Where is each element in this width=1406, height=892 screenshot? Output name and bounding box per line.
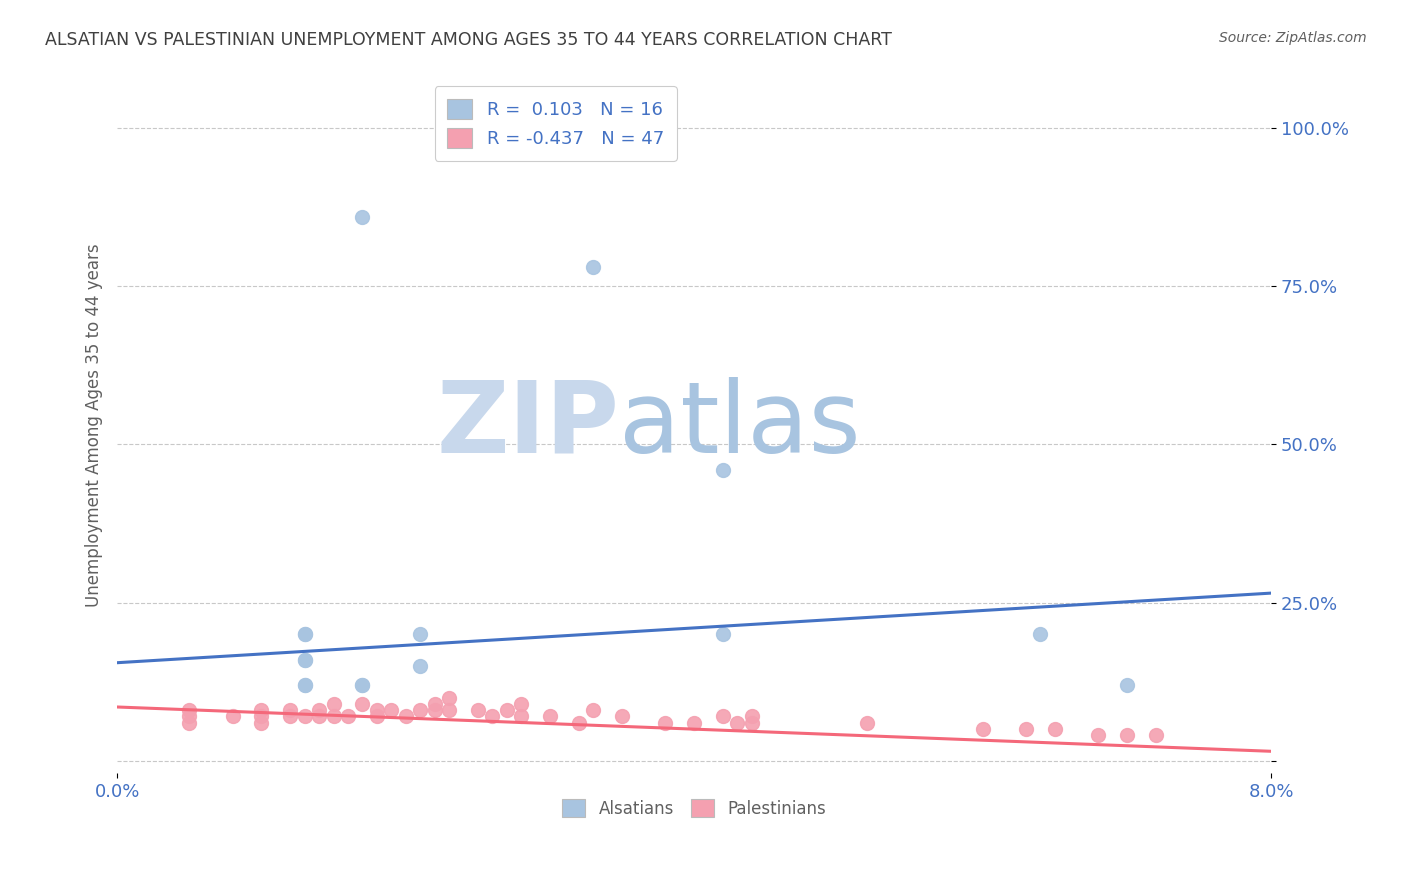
Legend: Alsatians, Palestinians: Alsatians, Palestinians xyxy=(555,792,832,824)
Point xyxy=(1144,729,1167,743)
Point xyxy=(179,703,201,717)
Point xyxy=(1015,722,1038,736)
Point xyxy=(308,709,330,723)
Point xyxy=(250,703,273,717)
Point xyxy=(352,678,374,692)
Point xyxy=(322,697,344,711)
Point xyxy=(1087,729,1109,743)
Point xyxy=(366,709,388,723)
Point xyxy=(409,703,432,717)
Point xyxy=(856,715,879,730)
Point xyxy=(711,627,734,641)
Point xyxy=(179,709,201,723)
Point xyxy=(725,715,748,730)
Point xyxy=(395,709,418,723)
Point xyxy=(308,703,330,717)
Point xyxy=(380,703,402,717)
Point xyxy=(352,697,374,711)
Point xyxy=(294,709,316,723)
Point xyxy=(711,463,734,477)
Point xyxy=(654,715,676,730)
Point xyxy=(495,703,517,717)
Point xyxy=(568,715,591,730)
Point xyxy=(294,627,316,641)
Point xyxy=(1029,627,1052,641)
Point xyxy=(179,715,201,730)
Point xyxy=(481,709,503,723)
Point xyxy=(1115,678,1137,692)
Point xyxy=(294,627,316,641)
Point xyxy=(437,703,460,717)
Point xyxy=(336,709,359,723)
Point xyxy=(409,627,432,641)
Y-axis label: Unemployment Among Ages 35 to 44 years: Unemployment Among Ages 35 to 44 years xyxy=(86,244,103,607)
Point xyxy=(741,715,763,730)
Point xyxy=(467,703,489,717)
Point xyxy=(423,703,446,717)
Point xyxy=(510,709,533,723)
Text: atlas: atlas xyxy=(619,377,860,474)
Point xyxy=(711,709,734,723)
Point xyxy=(278,709,301,723)
Point xyxy=(294,678,316,692)
Point xyxy=(278,703,301,717)
Text: ALSATIAN VS PALESTINIAN UNEMPLOYMENT AMONG AGES 35 TO 44 YEARS CORRELATION CHART: ALSATIAN VS PALESTINIAN UNEMPLOYMENT AMO… xyxy=(45,31,891,49)
Point xyxy=(741,709,763,723)
Point xyxy=(972,722,994,736)
Point xyxy=(250,709,273,723)
Point xyxy=(250,715,273,730)
Point xyxy=(221,709,243,723)
Point xyxy=(1043,722,1066,736)
Point xyxy=(683,715,706,730)
Text: Source: ZipAtlas.com: Source: ZipAtlas.com xyxy=(1219,31,1367,45)
Point xyxy=(610,709,633,723)
Point xyxy=(352,210,374,224)
Point xyxy=(294,652,316,666)
Point xyxy=(437,690,460,705)
Point xyxy=(582,260,605,275)
Point xyxy=(409,658,432,673)
Text: ZIP: ZIP xyxy=(436,377,619,474)
Point xyxy=(294,652,316,666)
Point xyxy=(538,709,561,723)
Point xyxy=(294,678,316,692)
Point xyxy=(423,697,446,711)
Point xyxy=(322,709,344,723)
Point xyxy=(366,703,388,717)
Point xyxy=(582,703,605,717)
Point xyxy=(352,678,374,692)
Point xyxy=(1115,729,1137,743)
Point xyxy=(510,697,533,711)
